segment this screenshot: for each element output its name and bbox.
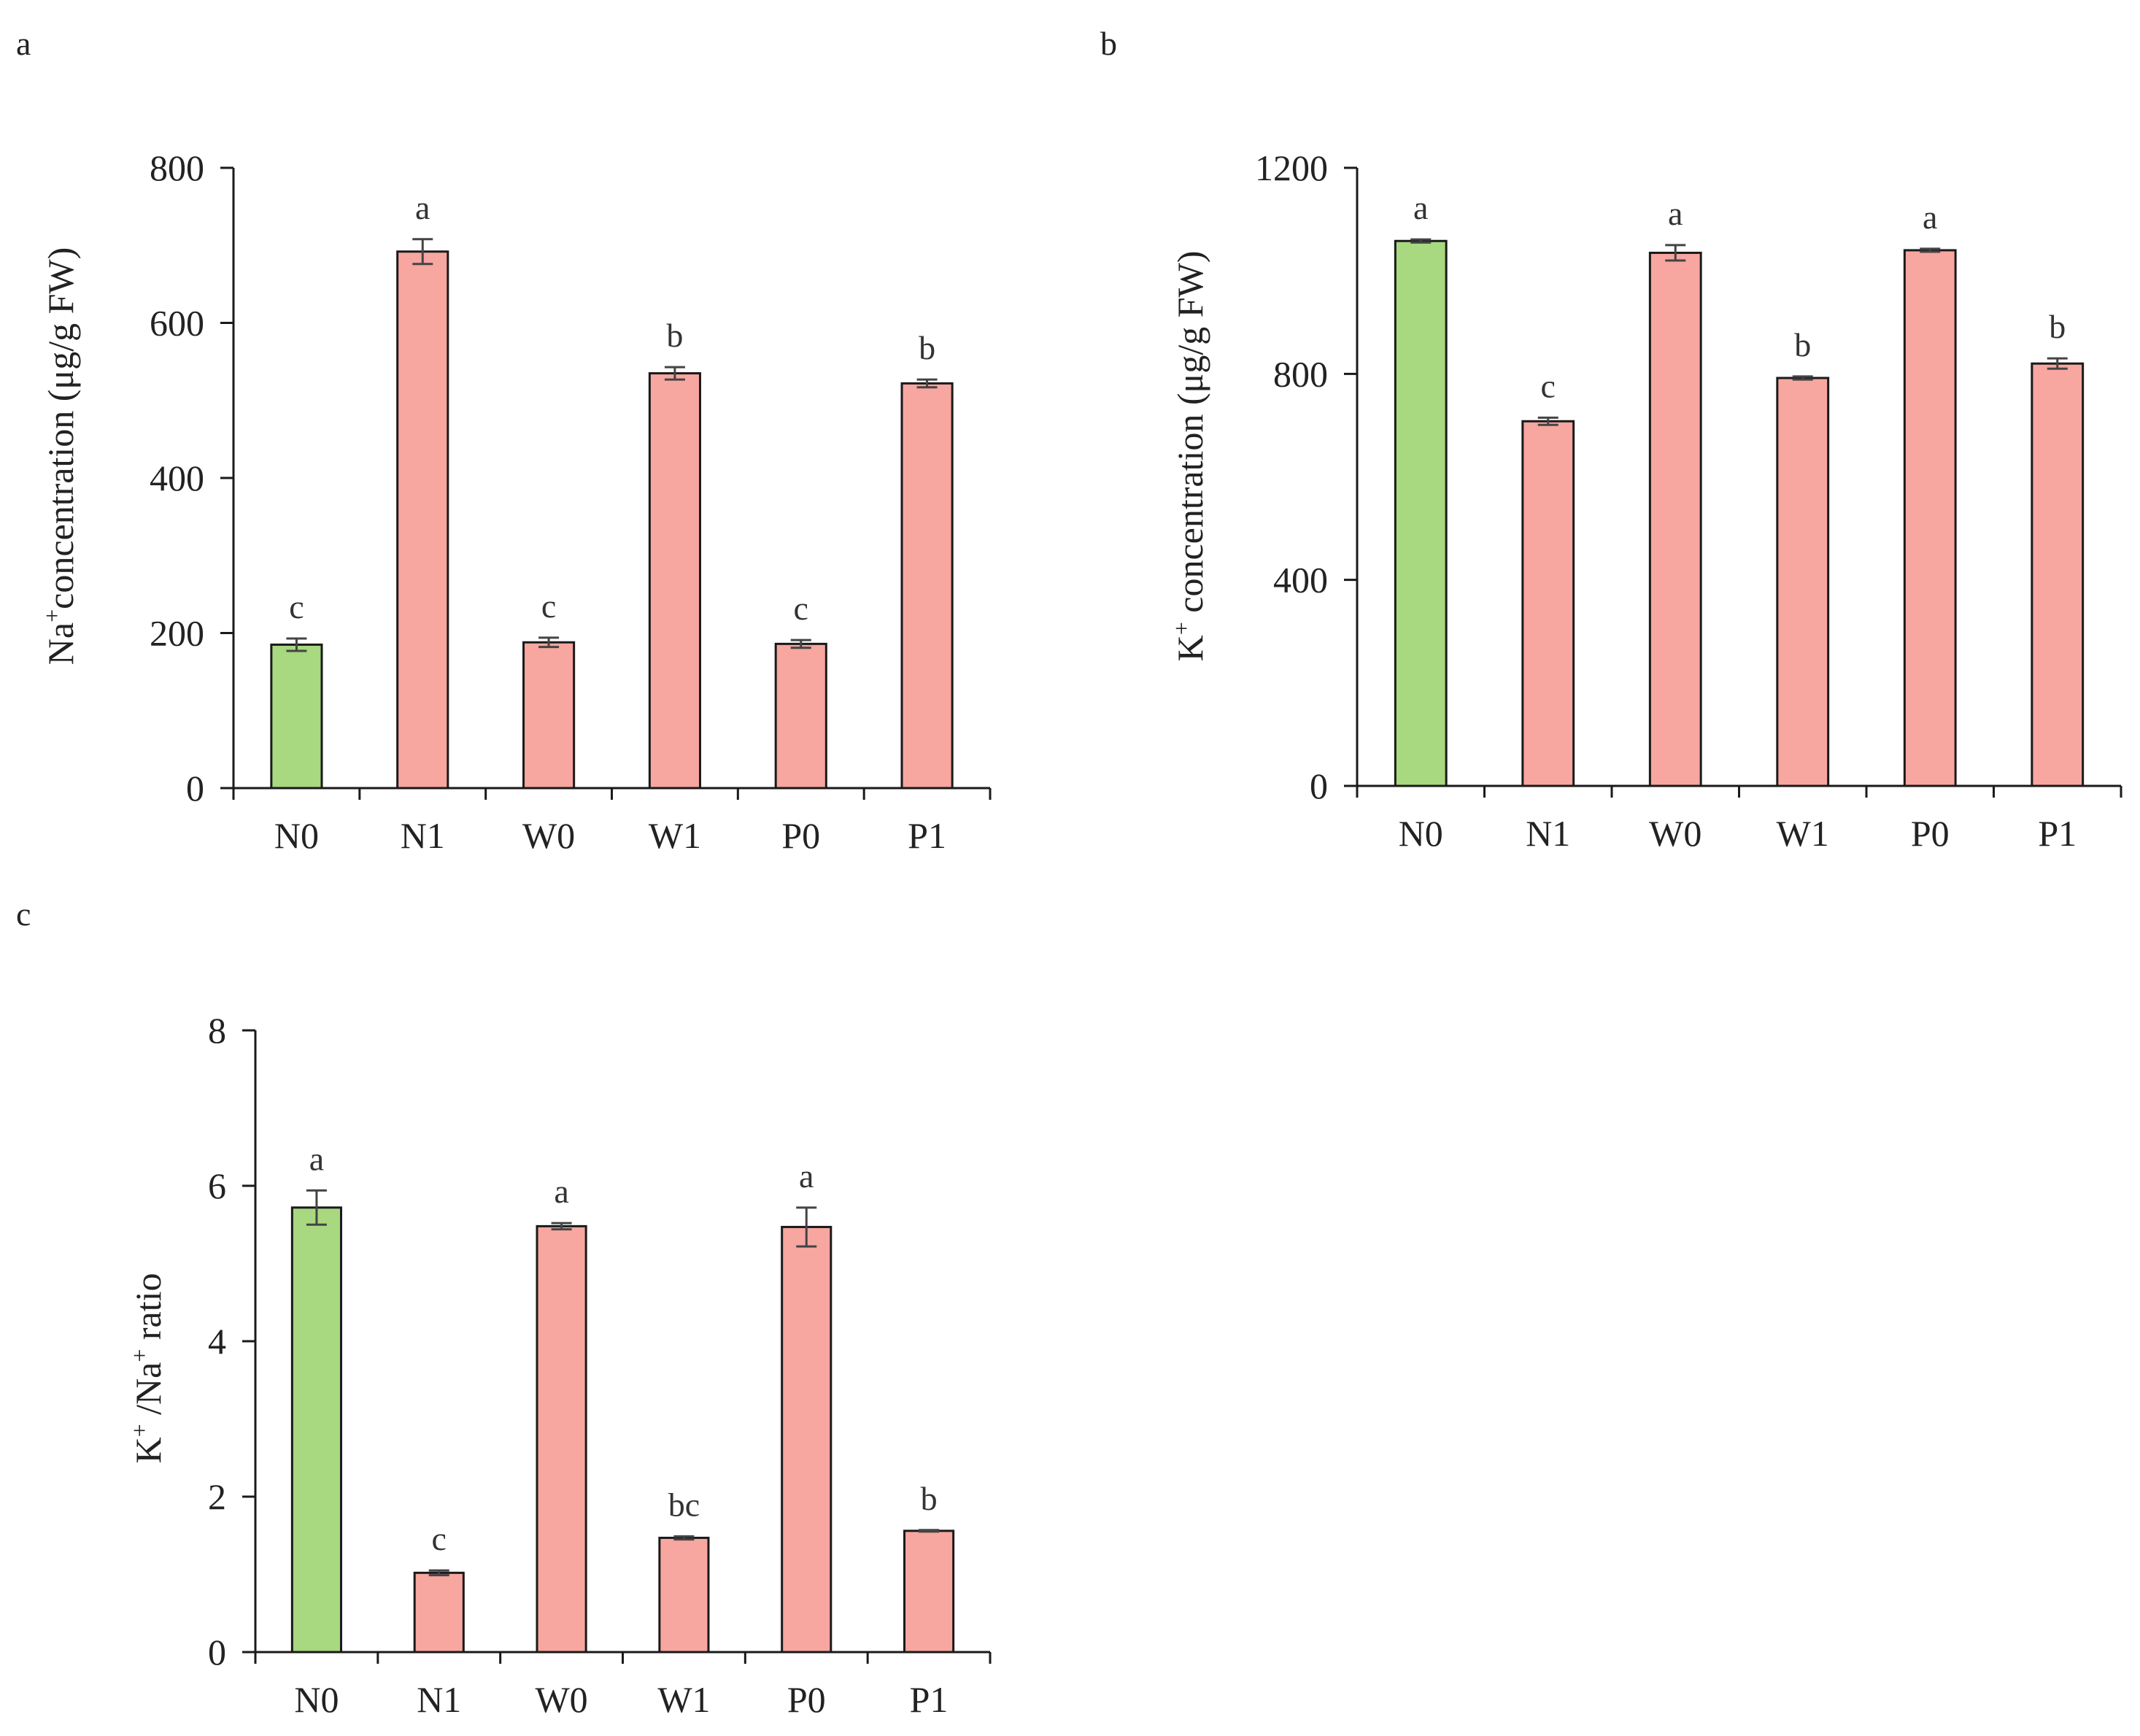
y-tick-label-b: 1200 — [1255, 147, 1328, 188]
chart-a: 0 200 400 600 800 c N0 a N1 c W0 b W1 c P0 b P1 — [150, 147, 992, 856]
x-tick-label-c-N0: N0 — [294, 1679, 339, 1720]
x-tick-label-b-N0: N0 — [1399, 813, 1443, 854]
y-tick-label-c: 6 — [208, 1165, 226, 1206]
y-axis-title-a: Na+concentration (μg/g FW) — [39, 247, 81, 665]
significance-label-c-W0: a — [554, 1173, 568, 1210]
svg-text:K+ concentration (μg/g FW): K+ concentration (μg/g FW) — [1168, 251, 1210, 662]
panel-a: a Na+concentration (μg/g FW) 0 200 400 600 8… — [16, 25, 992, 856]
x-tick-label-a-P1: P1 — [908, 815, 946, 856]
bar-b-P0 — [1903, 249, 1957, 787]
significance-label-a-N0: c — [289, 588, 304, 625]
svg-text:K+ /Na+ ratio: K+ /Na+ ratio — [126, 1273, 169, 1463]
x-tick-label-b-P0: P0 — [1911, 813, 1950, 854]
x-tick-label-c-N1: N1 — [417, 1679, 461, 1720]
bar-c-W0 — [536, 1224, 587, 1654]
significance-label-a-W0: c — [541, 587, 556, 625]
bar-b-P1 — [2031, 362, 2085, 787]
significance-label-b-N0: a — [1413, 189, 1428, 226]
bar-b-W0 — [1648, 251, 1702, 787]
significance-label-b-N1: c — [1541, 367, 1556, 404]
x-tick-label-c-W0: W0 — [535, 1679, 587, 1720]
x-tick-label-a-W0: W0 — [522, 815, 575, 856]
bar-c-P1 — [903, 1529, 955, 1654]
bar-a-N1 — [396, 250, 449, 790]
bar-a-N0 — [270, 643, 323, 790]
chart-c: 0 2 4 6 8 a N0 c N1 a W0 bc W1 a P0 b P1 — [208, 1010, 992, 1720]
significance-label-b-W1: b — [1794, 326, 1811, 363]
bar-b-W1 — [1776, 377, 1830, 787]
x-tick-label-b-W1: W1 — [1777, 813, 1829, 854]
x-tick-label-b-W0: W0 — [1649, 813, 1701, 854]
bar-c-N1 — [413, 1571, 465, 1654]
x-tick-label-a-N0: N0 — [274, 815, 319, 856]
bar-b-N0 — [1394, 239, 1448, 787]
x-tick-label-c-P1: P1 — [910, 1679, 949, 1720]
bar-a-W1 — [648, 372, 701, 790]
y-axis-title-c: K+ /Na+ ratio — [126, 1273, 169, 1463]
y-tick-label-c: 2 — [208, 1476, 226, 1517]
significance-label-a-P1: b — [919, 329, 935, 366]
y-tick-label-b: 0 — [1310, 765, 1328, 806]
y-tick-label-a: 0 — [186, 768, 204, 809]
bar-c-N0 — [290, 1206, 342, 1654]
x-tick-label-b-P1: P1 — [2038, 813, 2077, 854]
bar-a-P0 — [774, 642, 827, 790]
bar-c-W1 — [658, 1536, 710, 1654]
significance-label-b-P0: a — [1923, 198, 1937, 236]
chart-b: 0 400 800 1200 a N0 c N1 a W0 b W1 a P0 b P1 — [1255, 147, 2122, 854]
panel-c: c K+ /Na+ ratio 0 2 4 6 8 a N0 c N1 a W0 bc W1 a P0 b P1 — [16, 895, 992, 1720]
significance-label-c-N1: c — [432, 1520, 447, 1557]
x-tick-label-b-N1: N1 — [1526, 813, 1570, 854]
significance-label-b-P1: b — [2049, 308, 2066, 345]
panel-b: b K+ concentration (μg/g FW) 0 400 800 1200… — [1100, 25, 2122, 854]
x-tick-label-c-P0: P0 — [787, 1679, 826, 1720]
bar-c-P0 — [781, 1225, 833, 1654]
x-tick-label-a-P0: P0 — [781, 815, 820, 856]
x-tick-label-a-N1: N1 — [401, 815, 445, 856]
y-axis-title-b: K+ concentration (μg/g FW) — [1168, 251, 1210, 662]
bar-b-N1 — [1521, 420, 1575, 787]
panel-letter-a: a — [16, 25, 31, 62]
bar-a-W0 — [522, 641, 576, 790]
y-tick-label-c: 0 — [208, 1632, 226, 1673]
significance-label-c-N0: a — [309, 1140, 324, 1177]
y-tick-label-c: 4 — [208, 1321, 226, 1362]
significance-label-a-W1: b — [666, 317, 683, 354]
y-tick-label-a: 800 — [150, 147, 204, 188]
y-tick-label-a: 600 — [150, 303, 204, 344]
svg-text:Na+concentration (μg/g FW): Na+concentration (μg/g FW) — [39, 247, 81, 665]
significance-label-c-W1: bc — [668, 1486, 700, 1523]
y-tick-label-a: 400 — [150, 458, 204, 498]
significance-label-c-P1: b — [921, 1480, 938, 1517]
x-tick-label-a-W1: W1 — [649, 815, 701, 856]
panel-letter-b: b — [1100, 25, 1117, 62]
significance-label-a-P0: c — [794, 590, 808, 627]
panel-letter-c: c — [16, 895, 31, 933]
x-tick-label-c-W1: W1 — [657, 1679, 710, 1720]
y-tick-label-a: 200 — [150, 613, 204, 654]
significance-label-b-W0: a — [1668, 195, 1683, 232]
significance-label-a-N1: a — [415, 189, 430, 226]
y-tick-label-c: 8 — [208, 1010, 226, 1051]
y-tick-label-b: 800 — [1273, 353, 1328, 394]
bar-a-P1 — [900, 382, 954, 790]
y-tick-label-b: 400 — [1273, 560, 1328, 601]
significance-label-c-P0: a — [799, 1157, 814, 1195]
